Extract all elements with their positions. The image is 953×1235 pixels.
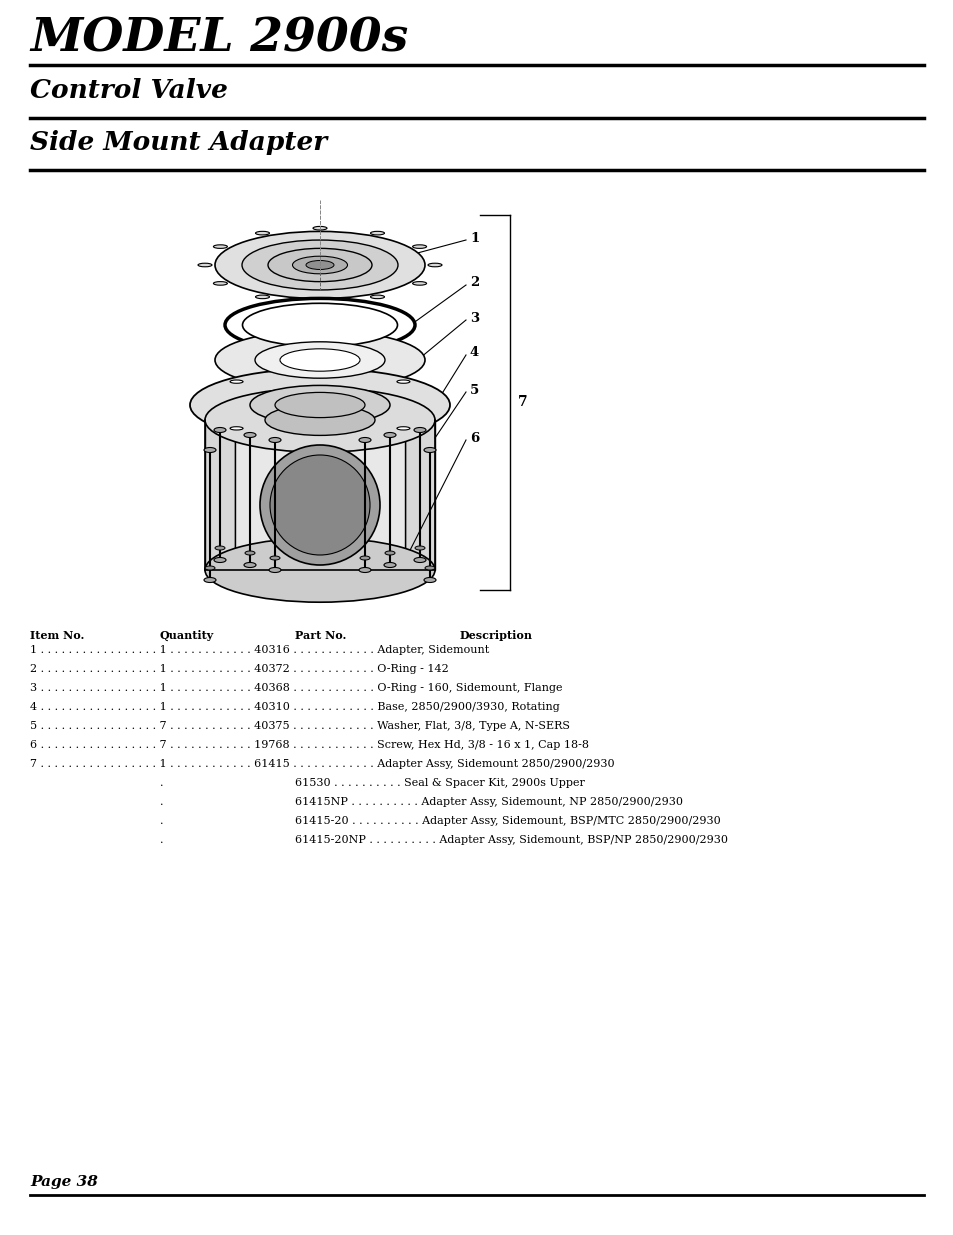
Ellipse shape: [213, 245, 227, 248]
Text: 61415NP . . . . . . . . . . Adapter Assy, Sidemount, NP 2850/2900/2930: 61415NP . . . . . . . . . . Adapter Assy…: [294, 797, 682, 806]
Text: 61415-20 . . . . . . . . . . Adapter Assy, Sidemount, BSP/MTC 2850/2900/2930: 61415-20 . . . . . . . . . . Adapter Ass…: [294, 816, 720, 826]
Text: 2: 2: [470, 277, 478, 289]
Ellipse shape: [384, 562, 395, 568]
Ellipse shape: [268, 248, 372, 282]
Text: 61415-20NP . . . . . . . . . . Adapter Assy, Sidemount, BSP/NP 2850/2900/2930: 61415-20NP . . . . . . . . . . Adapter A…: [294, 835, 727, 845]
Text: .: .: [160, 797, 163, 806]
Ellipse shape: [412, 245, 426, 248]
Text: 1 . . . . . . . . . . . . . . . . . 1 . . . . . . . . . . . . 40316 . . . . . . : 1 . . . . . . . . . . . . . . . . . 1 . …: [30, 645, 489, 655]
Ellipse shape: [255, 231, 269, 235]
Ellipse shape: [244, 432, 255, 437]
Ellipse shape: [245, 551, 254, 555]
Ellipse shape: [265, 405, 375, 436]
Bar: [234, 420, 405, 571]
Ellipse shape: [428, 263, 441, 267]
Text: 61530 . . . . . . . . . . Seal & Spacer Kit, 2900s Upper: 61530 . . . . . . . . . . Seal & Spacer …: [294, 778, 584, 788]
Ellipse shape: [230, 380, 243, 383]
Text: MODEL 2900s: MODEL 2900s: [30, 15, 408, 61]
Ellipse shape: [213, 427, 226, 432]
Ellipse shape: [230, 427, 243, 430]
Ellipse shape: [274, 393, 365, 417]
Ellipse shape: [396, 380, 410, 383]
Text: Part No.: Part No.: [294, 630, 346, 641]
Ellipse shape: [370, 231, 384, 235]
Text: 4 . . . . . . . . . . . . . . . . . 1 . . . . . . . . . . . . 40310 . . . . . . : 4 . . . . . . . . . . . . . . . . . 1 . …: [30, 701, 559, 713]
Ellipse shape: [423, 578, 436, 583]
Ellipse shape: [270, 556, 280, 559]
Ellipse shape: [306, 261, 334, 269]
Text: 6 . . . . . . . . . . . . . . . . . 7 . . . . . . . . . . . . 19768 . . . . . . : 6 . . . . . . . . . . . . . . . . . 7 . …: [30, 740, 588, 750]
Ellipse shape: [414, 557, 426, 562]
Ellipse shape: [270, 454, 370, 555]
Polygon shape: [205, 420, 234, 571]
Ellipse shape: [250, 385, 390, 425]
Ellipse shape: [225, 299, 415, 352]
Ellipse shape: [205, 566, 214, 571]
Ellipse shape: [213, 557, 226, 562]
Ellipse shape: [280, 348, 359, 372]
Text: .: .: [160, 778, 163, 788]
Text: 2 . . . . . . . . . . . . . . . . . 1 . . . . . . . . . . . . 40372 . . . . . . : 2 . . . . . . . . . . . . . . . . . 1 . …: [30, 664, 448, 674]
Ellipse shape: [313, 226, 327, 230]
Ellipse shape: [214, 331, 424, 389]
Ellipse shape: [396, 427, 410, 430]
Text: Description: Description: [459, 630, 533, 641]
Ellipse shape: [214, 231, 424, 299]
Ellipse shape: [385, 551, 395, 555]
Ellipse shape: [204, 578, 215, 583]
Text: Quantity: Quantity: [160, 630, 214, 641]
Text: Item No.: Item No.: [30, 630, 84, 641]
Ellipse shape: [255, 295, 269, 299]
Ellipse shape: [412, 282, 426, 285]
Ellipse shape: [242, 240, 397, 290]
Ellipse shape: [370, 295, 384, 299]
Text: 4: 4: [470, 347, 478, 359]
Text: .: .: [160, 835, 163, 845]
Text: .: .: [160, 816, 163, 826]
Ellipse shape: [424, 566, 435, 571]
Ellipse shape: [244, 562, 255, 568]
Ellipse shape: [384, 432, 395, 437]
Text: 3 . . . . . . . . . . . . . . . . . 1 . . . . . . . . . . . . 40368 . . . . . . : 3 . . . . . . . . . . . . . . . . . 1 . …: [30, 683, 562, 693]
Text: 5 . . . . . . . . . . . . . . . . . 7 . . . . . . . . . . . . 40375 . . . . . . : 5 . . . . . . . . . . . . . . . . . 7 . …: [30, 721, 569, 731]
Ellipse shape: [359, 556, 370, 559]
Ellipse shape: [205, 388, 435, 452]
Polygon shape: [405, 420, 435, 571]
Ellipse shape: [204, 447, 215, 452]
Ellipse shape: [415, 546, 424, 550]
Ellipse shape: [213, 282, 227, 285]
Ellipse shape: [269, 568, 281, 573]
Text: 7 . . . . . . . . . . . . . . . . . 1 . . . . . . . . . . . . 61415 . . . . . . : 7 . . . . . . . . . . . . . . . . . 1 . …: [30, 760, 614, 769]
Ellipse shape: [269, 437, 281, 442]
Ellipse shape: [313, 300, 327, 304]
Text: 3: 3: [470, 311, 478, 325]
Text: 5: 5: [470, 384, 478, 396]
Ellipse shape: [190, 368, 450, 441]
Ellipse shape: [358, 568, 371, 573]
Ellipse shape: [214, 546, 225, 550]
Text: Control Valve: Control Valve: [30, 78, 228, 103]
Ellipse shape: [414, 427, 426, 432]
Ellipse shape: [198, 263, 212, 267]
Ellipse shape: [205, 537, 435, 603]
Text: 7: 7: [517, 395, 527, 409]
Text: Page 38: Page 38: [30, 1174, 98, 1189]
Ellipse shape: [358, 437, 371, 442]
Text: Side Mount Adapter: Side Mount Adapter: [30, 130, 327, 156]
Text: 6: 6: [470, 431, 478, 445]
Ellipse shape: [242, 304, 397, 347]
Text: 1: 1: [470, 231, 478, 245]
Ellipse shape: [260, 445, 379, 564]
Ellipse shape: [293, 256, 347, 274]
Ellipse shape: [423, 447, 436, 452]
Ellipse shape: [254, 342, 385, 378]
